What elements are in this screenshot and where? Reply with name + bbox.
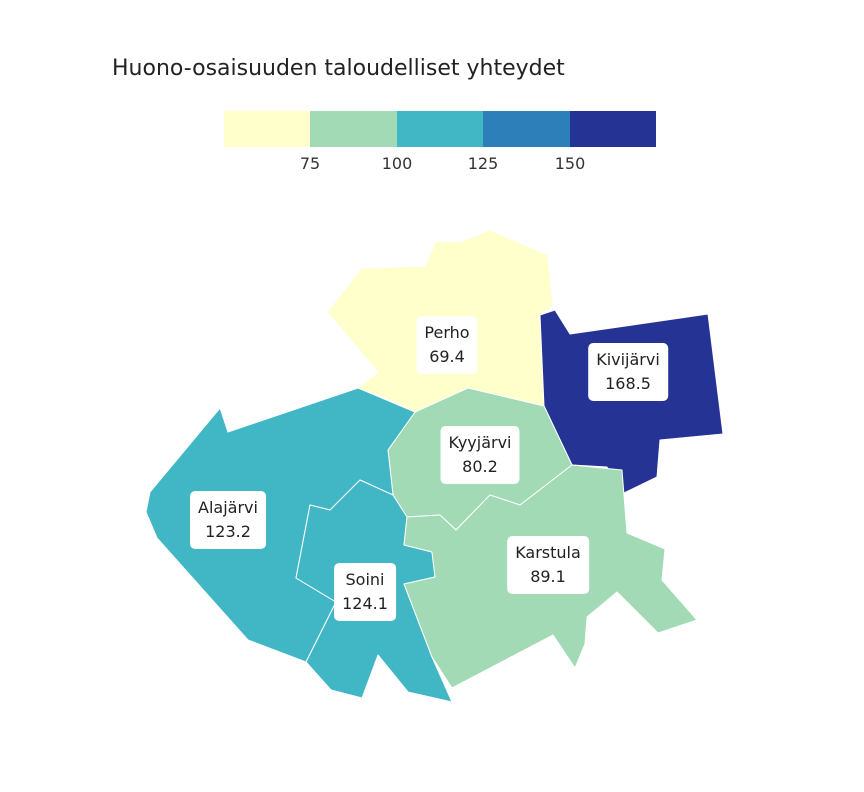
- region-label-perho: Perho 69.4: [416, 316, 478, 374]
- region-name: Alajärvi: [198, 498, 258, 517]
- region-value: 123.2: [205, 522, 251, 541]
- legend-swatch-3: [396, 111, 484, 147]
- region-name: Kivijärvi: [596, 350, 660, 369]
- region-label-kyyjarvi: Kyyjärvi 80.2: [440, 426, 520, 484]
- legend-swatch-4: [483, 111, 570, 147]
- region-name: Karstula: [515, 543, 581, 562]
- region-label-soini: Soini 124.1: [334, 563, 396, 621]
- region-label-kivijarvi: Kivijärvi 168.5: [588, 343, 668, 401]
- legend-swatch-5: [569, 111, 657, 147]
- region-value: 80.2: [462, 457, 498, 476]
- legend-tick: 150: [554, 154, 586, 173]
- legend-tick: 100: [381, 154, 413, 173]
- legend-tick: 75: [299, 154, 321, 173]
- color-legend: [224, 111, 657, 147]
- region-name: Soini: [345, 570, 385, 589]
- region-value: 89.1: [530, 567, 566, 586]
- legend-tick: 125: [467, 154, 499, 173]
- map-title: Huono-osaisuuden taloudelliset yhteydet: [112, 56, 565, 81]
- legend-swatch-1: [224, 111, 311, 147]
- region-value: 168.5: [605, 374, 651, 393]
- region-label-karstula: Karstula 89.1: [507, 536, 589, 594]
- region-label-alajarvi: Alajärvi 123.2: [190, 491, 266, 549]
- legend-swatch-2: [310, 111, 397, 147]
- region-value: 124.1: [342, 594, 388, 613]
- legend-ticks: 75 100 125 150: [224, 154, 656, 174]
- region-name: Perho: [424, 323, 470, 342]
- region-name: Kyyjärvi: [448, 433, 512, 452]
- region-value: 69.4: [429, 347, 465, 366]
